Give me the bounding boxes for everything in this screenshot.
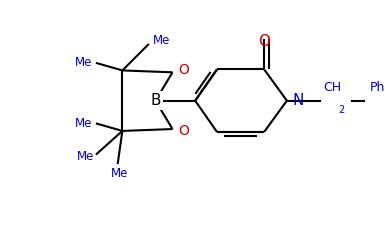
Text: Me: Me [77, 150, 94, 163]
Text: N: N [293, 93, 304, 108]
Text: Me: Me [75, 56, 92, 69]
Text: Me: Me [111, 167, 128, 180]
Text: B: B [150, 93, 161, 108]
Text: O: O [178, 63, 189, 77]
Text: Me: Me [152, 34, 170, 47]
Text: Me: Me [75, 117, 92, 130]
Text: Ph: Ph [370, 81, 385, 94]
Text: O: O [258, 34, 270, 49]
Text: CH: CH [323, 81, 341, 94]
Text: 2: 2 [338, 105, 344, 115]
Text: O: O [178, 124, 189, 138]
Text: B: B [150, 93, 161, 108]
